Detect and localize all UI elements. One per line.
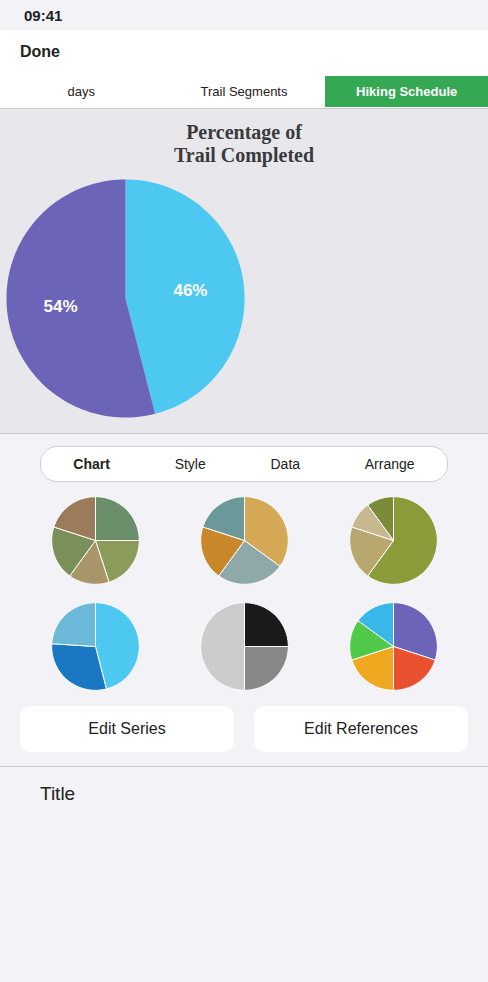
html-text:Arrange: Arrange <box>364 456 415 472</box>
html-text:Done: Done <box>20 43 60 60</box>
html-text:Chart: Chart <box>73 456 110 472</box>
html-text:Data: Data <box>270 456 301 472</box>
html-text:Percentage of Trail Completed: Percentage of Trail Completed <box>173 121 315 166</box>
html-text:Title: Title <box>40 783 76 804</box>
html-text:days: days <box>67 83 96 99</box>
svg-text:54%: 54% <box>44 297 78 316</box>
html-text:Style: Style <box>174 456 206 472</box>
html-text:Hiking Schedule: Hiking Schedule <box>356 83 458 99</box>
html-text:Edit Series: Edit Series <box>88 720 166 737</box>
svg-text:46%: 46% <box>173 281 207 300</box>
html-text:Trail Segments: Trail Segments <box>200 83 288 99</box>
html-text:09:41: 09:41 <box>24 6 63 24</box>
html-text:Edit References: Edit References <box>304 720 418 737</box>
